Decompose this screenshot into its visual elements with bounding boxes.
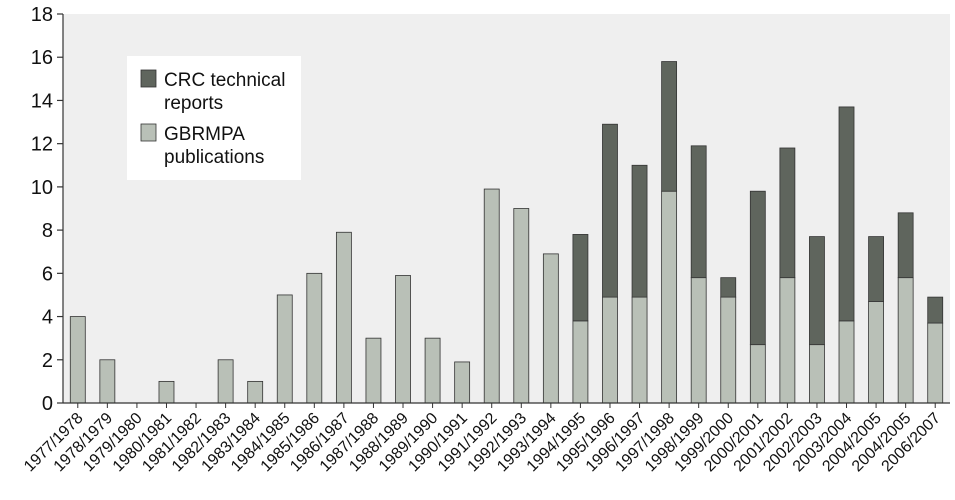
bar-crc [572, 234, 589, 322]
bar-crc [838, 106, 855, 322]
bar-gbrmpa [927, 322, 944, 404]
bar-gbrmpa [868, 301, 884, 404]
legend-label-crc-line1: CRC technical [164, 70, 285, 91]
bar-gbrmpa [365, 337, 382, 404]
y-tick-label: 0 [42, 393, 53, 415]
bar-gbrmpa [217, 359, 234, 404]
x-axis: 1977/19781978/19791979/19801980/19811981… [21, 402, 950, 475]
legend-label-gbrmpa-line2: publications [164, 147, 264, 168]
y-tick-label: 14 [31, 90, 53, 112]
bar-gbrmpa [602, 296, 618, 404]
bar-gbrmpa [838, 320, 855, 404]
y-tick-label: 2 [42, 350, 53, 372]
bar-gbrmpa [897, 277, 914, 404]
bar-gbrmpa [483, 188, 500, 404]
bar-gbrmpa [454, 361, 471, 404]
bar-gbrmpa [661, 190, 678, 404]
bar-gbrmpa [631, 296, 648, 404]
bar-crc [602, 123, 618, 298]
bar-crc [897, 212, 914, 279]
y-tick-label: 12 [31, 134, 53, 156]
bar-gbrmpa [513, 208, 530, 404]
bar-gbrmpa [720, 296, 737, 404]
bar-gbrmpa [276, 294, 293, 404]
legend-label-crc-line2: reports [164, 93, 223, 114]
bar-gbrmpa [424, 337, 441, 404]
bar-crc [661, 61, 678, 192]
bar-gbrmpa [158, 380, 175, 404]
legend-label-gbrmpa-line1: GBRMPA [164, 124, 245, 145]
bar-gbrmpa [690, 277, 707, 404]
y-tick-label: 10 [31, 177, 53, 199]
bar-gbrmpa [779, 277, 796, 404]
bar-crc [927, 296, 944, 324]
bar-crc [720, 277, 737, 298]
y-tick-label: 18 [31, 4, 53, 26]
bar-crc [779, 147, 796, 279]
y-tick-label: 8 [42, 220, 53, 242]
bar-crc [631, 164, 648, 298]
bar-crc [868, 236, 884, 302]
legend-swatch-crc [140, 69, 157, 88]
legend-swatch-gbrmpa [140, 123, 157, 142]
y-tick-label: 6 [42, 263, 53, 285]
bar-gbrmpa [306, 272, 323, 404]
bar-gbrmpa [749, 344, 766, 404]
bar-gbrmpa [809, 344, 825, 404]
bar-crc [690, 145, 707, 279]
bar-crc [749, 190, 766, 346]
bar-gbrmpa [247, 380, 264, 404]
legend: CRC technical reports GBRMPA publication… [127, 56, 301, 180]
bar-gbrmpa [69, 316, 86, 404]
y-tick-label: 4 [42, 307, 53, 329]
bar-crc [809, 236, 825, 346]
bar-gbrmpa [99, 359, 116, 404]
bar-gbrmpa [395, 275, 411, 404]
bar-gbrmpa [542, 253, 559, 404]
bar-gbrmpa [335, 231, 352, 404]
bars [69, 61, 944, 404]
y-axis: 0 2 4 6 8 10 12 14 16 18 [31, 4, 64, 415]
y-tick-label: 16 [31, 47, 53, 69]
bar-gbrmpa [572, 320, 589, 404]
